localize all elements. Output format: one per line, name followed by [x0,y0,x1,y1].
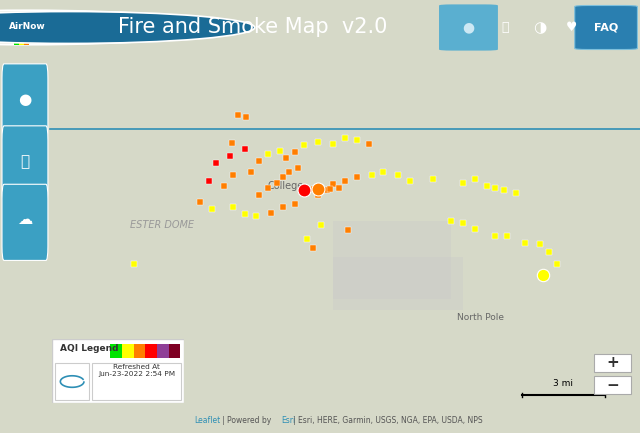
Text: ●: ● [463,20,474,35]
Text: Leaflet: Leaflet [195,416,221,425]
Text: ☁: ☁ [17,212,33,227]
Bar [333,221,451,299]
Bar [333,257,463,310]
Bar [145,344,157,358]
Bar [19,42,24,45]
Text: | Esri, HERE, Garmin, USGS, NGA, EPA, USDA, NPS: | Esri, HERE, Garmin, USGS, NGA, EPA, US… [293,416,483,425]
Bar [24,42,29,45]
Text: ●: ● [19,92,31,107]
Bar [92,363,181,400]
Text: North Pole: North Pole [457,313,504,322]
Text: 3 mi: 3 mi [554,379,573,388]
Bar [110,344,122,358]
Text: AQI Legend: AQI Legend [60,344,119,353]
Text: ESTER DOME: ESTER DOME [130,220,194,230]
Text: FAQ: FAQ [594,23,618,32]
Text: | Powered by: | Powered by [222,416,274,425]
Text: ♥: ♥ [566,21,577,34]
Bar [122,344,134,358]
Text: Fire and Smoke Map  v2.0: Fire and Smoke Map v2.0 [118,17,387,38]
FancyBboxPatch shape [439,4,498,51]
Text: 🔍: 🔍 [502,21,509,34]
FancyBboxPatch shape [2,184,48,260]
FancyBboxPatch shape [2,126,48,202]
FancyBboxPatch shape [594,354,630,372]
Text: AirNow: AirNow [9,22,46,31]
Bar [55,363,89,400]
Circle shape [0,12,255,43]
Text: +: + [606,355,619,370]
Text: −: − [606,378,619,393]
Bar [157,344,168,358]
FancyBboxPatch shape [575,6,637,49]
Bar [134,344,145,358]
Text: 🔥: 🔥 [20,154,29,169]
Bar [168,344,180,358]
Text: Esri: Esri [282,416,296,425]
Text: ◑: ◑ [533,20,546,35]
Text: Refreshed At
Jun-23-2022 2:54 PM: Refreshed At Jun-23-2022 2:54 PM [98,364,175,377]
Text: College: College [268,181,304,191]
Bar [14,42,19,45]
FancyBboxPatch shape [594,376,630,394]
FancyBboxPatch shape [2,64,48,140]
